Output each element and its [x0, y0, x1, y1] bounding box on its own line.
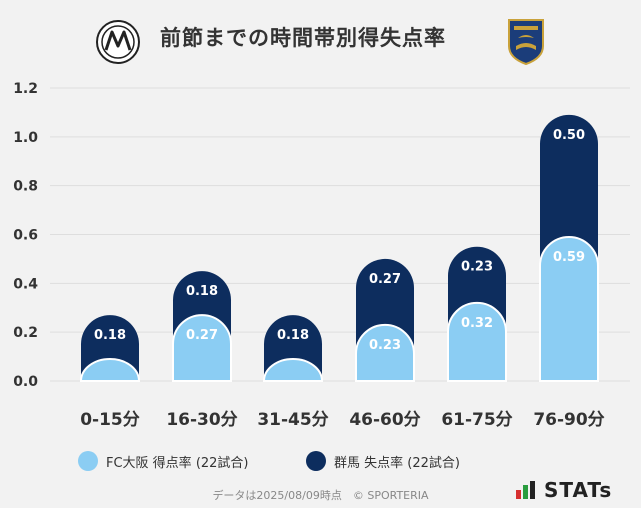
stats-brand-text: STATs [544, 478, 613, 502]
footer-note: データは2025/08/09時点 © SPORTERIA [212, 489, 429, 502]
y-tick-label: 1.0 [13, 130, 38, 146]
legend-swatch-light [78, 451, 98, 471]
data-label-gunma: 0.18 [277, 328, 309, 343]
data-label-fc-osaka: 0.59 [553, 250, 585, 265]
bar-light-fc-osaka [355, 323, 415, 382]
data-label-fc-osaka: 0.23 [369, 338, 401, 353]
legend-swatch-dark [306, 451, 326, 471]
thespa-gunma-logo [508, 19, 544, 66]
x-category-label: 31-45分 [257, 410, 328, 430]
y-tick-label: 0.0 [13, 374, 38, 390]
bar-light-fc-osaka [539, 236, 599, 382]
x-category-label: 0-15分 [80, 410, 140, 430]
legend-item-gunma: 群馬 失点率 (22試合) [306, 450, 460, 472]
y-tick-label: 1.2 [13, 81, 38, 97]
data-label-gunma: 0.27 [369, 272, 401, 287]
stats-bars-icon [516, 481, 538, 499]
chart-title: 前節までの時間帯別得失点率 [160, 26, 446, 50]
data-label-gunma: 0.18 [186, 284, 218, 299]
x-category-label: 61-75分 [441, 410, 512, 430]
y-tick-label: 0.2 [13, 325, 38, 341]
data-label-fc-osaka: 0.27 [186, 328, 218, 343]
legend-item-fc-osaka: FC大阪 得点率 (22試合) [78, 450, 249, 472]
bar-light-fc-osaka [447, 301, 507, 382]
x-category-label: 46-60分 [349, 410, 420, 430]
bar-light-fc-osaka [172, 314, 232, 382]
data-label-gunma: 0.50 [553, 128, 585, 143]
bar-light-fc-osaka [79, 358, 141, 382]
stats-logo: STATs [516, 478, 612, 502]
x-category-label: 76-90分 [533, 410, 604, 430]
y-tick-label: 0.4 [13, 276, 38, 292]
fc-osaka-logo [96, 20, 140, 64]
x-category-label: 16-30分 [166, 410, 237, 430]
stacked-bar-chart: 0.0 0.2 0.4 0.6 0.8 1.0 1.2 0.18 0-15分 0.18 0.27 16… [13, 81, 630, 430]
legend-label-fc-osaka: FC大阪 得点率 (22試合) [106, 455, 249, 471]
data-label-gunma: 0.18 [94, 328, 126, 343]
legend-label-gunma: 群馬 失点率 (22試合) [334, 455, 460, 471]
y-tick-label: 0.6 [13, 228, 38, 244]
bar-light-fc-osaka [262, 358, 324, 382]
y-tick-label: 0.8 [13, 179, 38, 195]
data-label-gunma: 0.23 [461, 260, 493, 275]
data-label-fc-osaka: 0.32 [461, 316, 493, 331]
